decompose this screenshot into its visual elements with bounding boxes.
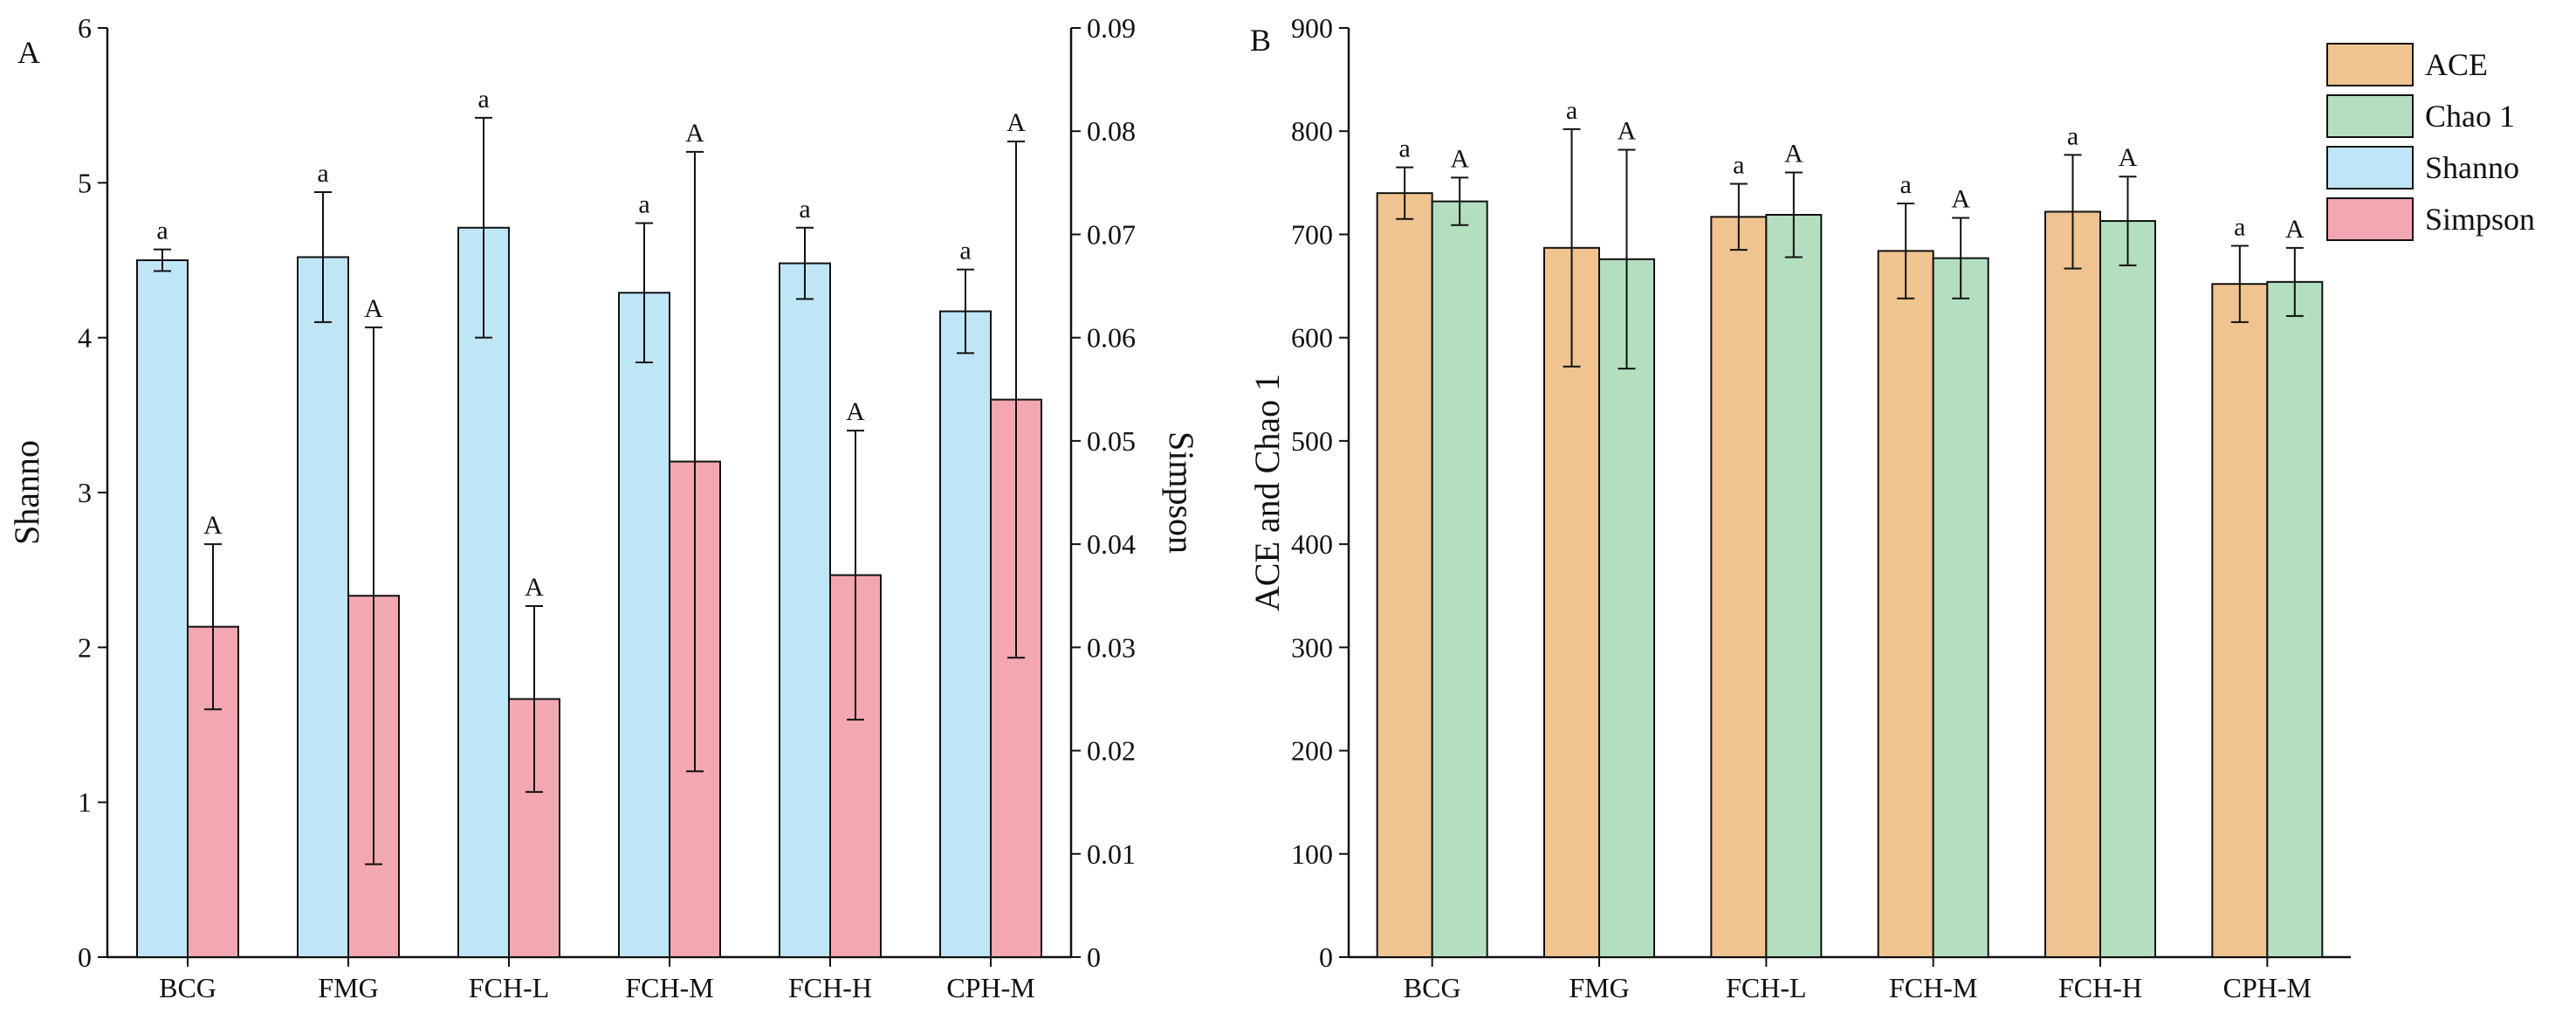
y2-tick-label: 0.08 — [1087, 115, 1136, 147]
x-tick-label: FCH-H — [2058, 972, 2142, 1003]
significance-letter-simpson: A — [685, 119, 704, 148]
bar-shanno — [457, 226, 510, 958]
y2-axis-title: Simpson — [1162, 431, 1201, 554]
significance-letter-ace: a — [2234, 212, 2245, 241]
significance-letter-chao1: A — [2119, 143, 2138, 172]
bar-shanno — [297, 256, 349, 959]
y-tick-label: 3 — [78, 477, 92, 508]
significance-letter-simpson: A — [846, 397, 865, 426]
significance-letter-chao1: A — [1450, 144, 1469, 173]
significance-letter-ace: a — [1399, 134, 1411, 163]
y-tick-label: 700 — [1291, 218, 1333, 250]
x-tick-label: FMG — [318, 972, 378, 1003]
legend-label-shanno: Shanno — [2425, 150, 2519, 185]
panel-b-label: B — [1250, 23, 1271, 58]
significance-letter-simpson: A — [203, 511, 223, 540]
significance-letter-shanno: a — [317, 159, 328, 188]
y2-tick-label: 0.09 — [1087, 12, 1136, 44]
significance-letter-simpson: A — [1006, 108, 1026, 137]
bar-shanno — [136, 259, 189, 958]
panel-a-chart: A 0 1 2 3 4 5 6 0 0.01 0.02 0.03 0.04 0.05 0.06 0.07 0.… — [7, 12, 1201, 1003]
panel-b-chart: B 0 100 200 300 400 500 600 700 800 900 BCG FMG FCH-… — [1247, 12, 2351, 1003]
legend-swatch-simpson — [2326, 197, 2414, 241]
y-tick-label: 5 — [78, 167, 92, 198]
y2-tick-label: 0.06 — [1087, 322, 1136, 354]
bar-chao1 — [2266, 280, 2324, 958]
x-tick-label: FCH-L — [469, 972, 549, 1003]
y-tick-label: 1 — [78, 787, 92, 818]
y-tick-label: 4 — [78, 322, 92, 354]
y-tick-label: 0 — [1319, 941, 1333, 973]
legend-swatch-chao1 — [2326, 94, 2414, 138]
bar-ace — [2044, 210, 2101, 959]
x-tick-label: CPH-M — [946, 972, 1034, 1003]
y2-tick-label: 0.07 — [1087, 218, 1136, 250]
significance-letter-simpson: A — [364, 294, 383, 323]
bar-chao1 — [2099, 220, 2156, 958]
x-tick-label: BCG — [1404, 972, 1461, 1003]
x-tick-label: FCH-M — [625, 972, 713, 1003]
x-tick-label: FCH-M — [1889, 972, 1977, 1003]
y-tick-label: 100 — [1291, 838, 1333, 870]
y-tick-label: 900 — [1291, 12, 1333, 44]
significance-letter-ace: a — [1900, 170, 1912, 199]
y-tick-label: 300 — [1291, 631, 1333, 663]
bar-shanno — [939, 310, 992, 958]
significance-letter-shanno: a — [959, 237, 971, 265]
y-axis-title: Shanno — [7, 440, 46, 545]
y2-tick-label: 0.05 — [1087, 425, 1136, 457]
significance-letter-shanno: a — [156, 217, 168, 245]
y2-tick-label: 0.04 — [1087, 528, 1136, 560]
x-tick-label: BCG — [159, 972, 216, 1003]
legend-swatch-shanno — [2326, 146, 2414, 190]
y-tick-label: 600 — [1291, 322, 1333, 354]
panel-a-label: A — [17, 35, 40, 70]
legend-label-ace: ACE — [2425, 47, 2488, 82]
bar-chao1 — [1431, 200, 1488, 958]
significance-letter-simpson: A — [525, 573, 544, 602]
x-tick-label: FMG — [1569, 972, 1629, 1003]
significance-letter-chao1: A — [1618, 117, 1637, 146]
y2-tick-label: 0.02 — [1087, 735, 1136, 767]
legend-label-chao1: Chao 1 — [2425, 99, 2515, 134]
y2-tick-label: 0.01 — [1087, 838, 1136, 870]
x-tick-label: FCH-H — [788, 972, 872, 1003]
y-tick-label: 200 — [1291, 735, 1333, 767]
bar-chao1 — [1765, 213, 1823, 958]
x-tick-label: FCH-L — [1726, 972, 1806, 1003]
bar-ace — [1710, 216, 1768, 958]
bar-shanno — [618, 292, 670, 958]
y-tick-label: 400 — [1291, 528, 1333, 560]
significance-letter-ace: a — [2067, 121, 2078, 150]
y-tick-label: 2 — [78, 631, 92, 663]
y-tick-label: 6 — [78, 12, 92, 44]
x-tick-label: CPH-M — [2223, 972, 2312, 1003]
bar-chao1 — [1932, 257, 1989, 958]
bar-chao1 — [1598, 258, 1655, 959]
significance-letter-ace: a — [1566, 96, 1577, 125]
legend-label-simpson: Simpson — [2425, 202, 2535, 237]
y2-tick-label: 0.03 — [1087, 631, 1136, 663]
legend: ACE Chao 1 Shanno Simpson — [2326, 43, 2535, 241]
y-tick-label: 500 — [1291, 425, 1333, 457]
bar-shanno — [779, 262, 831, 958]
bar-ace — [2211, 283, 2269, 958]
significance-letter-shanno: a — [638, 190, 649, 218]
bar-ace — [1877, 250, 1934, 958]
y2-tick-label: 0 — [1087, 941, 1101, 973]
significance-letter-chao1: A — [2285, 215, 2305, 244]
significance-letter-chao1: A — [1784, 140, 1803, 169]
y-tick-label: 800 — [1291, 115, 1333, 147]
significance-letter-shanno: a — [799, 195, 810, 224]
y-tick-label: 0 — [78, 941, 92, 973]
bar-ace — [1376, 192, 1433, 958]
y-axis-title: ACE and Chao 1 — [1247, 374, 1287, 611]
significance-letter-shanno: a — [477, 85, 489, 114]
significance-letter-chao1: A — [1951, 185, 1970, 214]
legend-swatch-ace — [2326, 43, 2414, 86]
significance-letter-ace: a — [1733, 151, 1744, 180]
